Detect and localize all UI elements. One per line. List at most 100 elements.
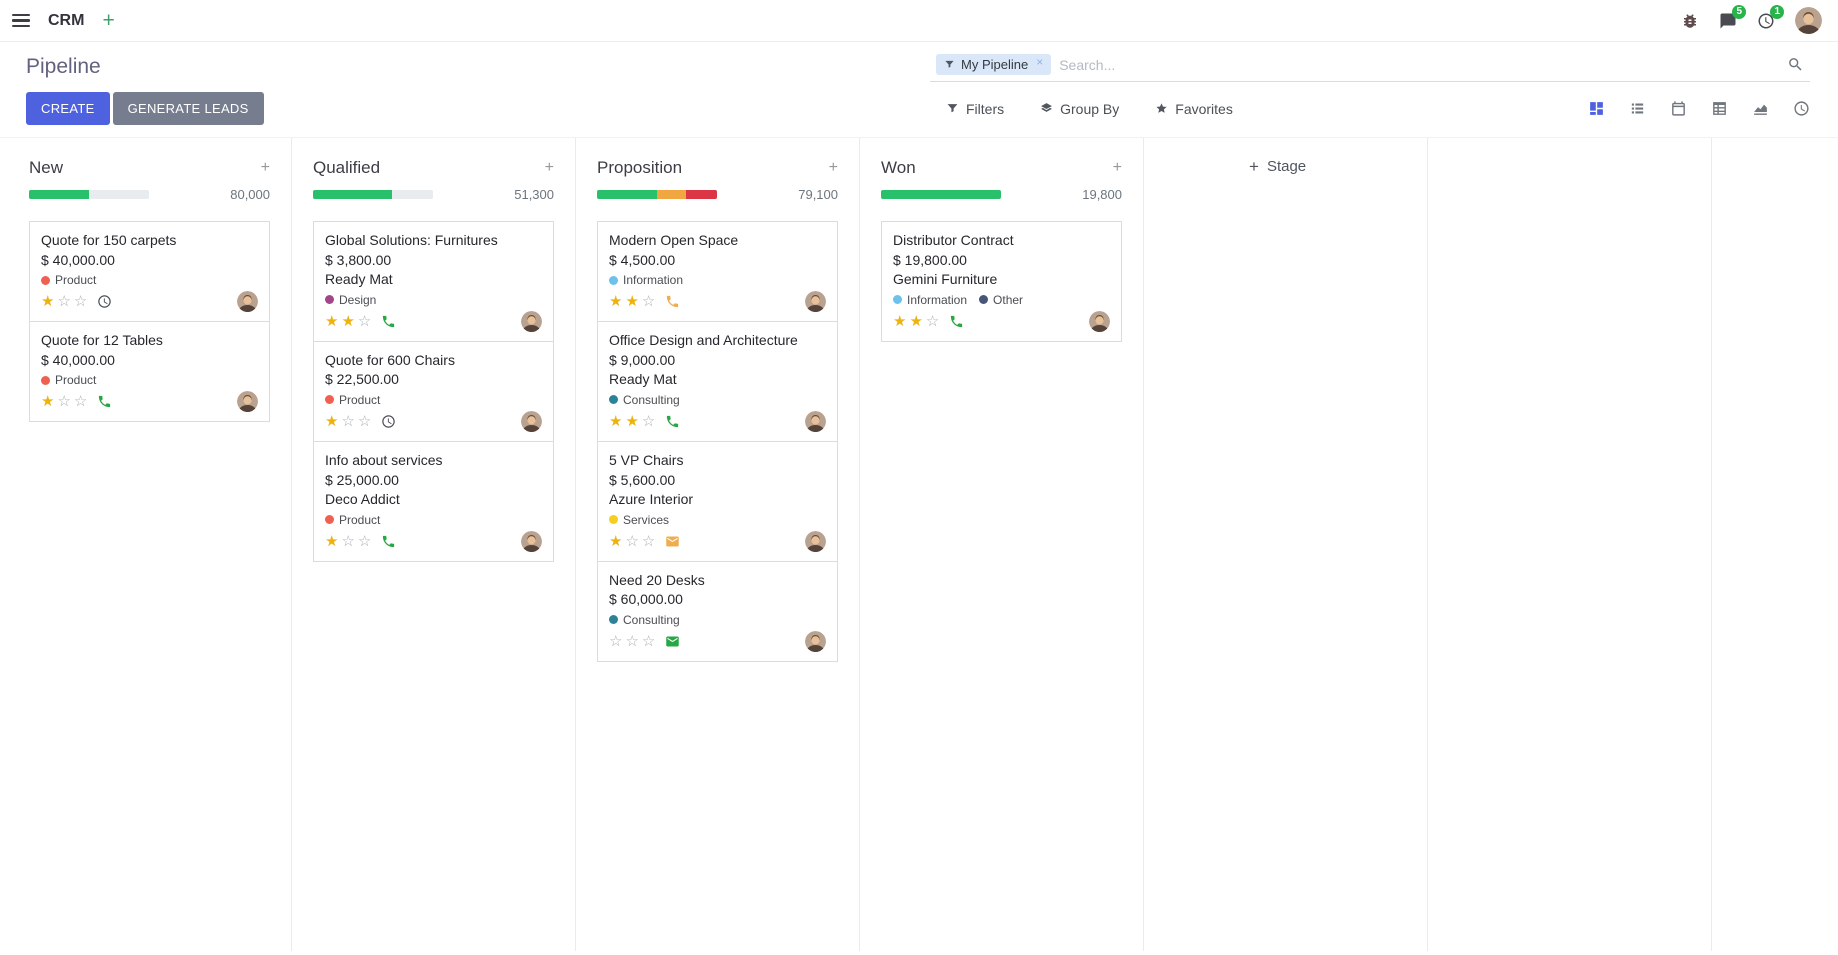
- priority-star-filled-icon[interactable]: ★: [325, 532, 339, 550]
- user-avatar[interactable]: [1795, 7, 1822, 34]
- priority-star-filled-icon[interactable]: ★: [325, 412, 339, 430]
- filter-funnel-icon: [945, 60, 954, 68]
- kanban-card[interactable]: 5 VP Chairs $ 5,600.00 Azure Interior Se…: [597, 440, 838, 562]
- priority-star-empty-icon[interactable]: ☆: [925, 312, 940, 330]
- column-quick-create-icon[interactable]: +: [260, 159, 270, 176]
- priority-star-filled-icon[interactable]: ★: [609, 293, 623, 311]
- action-buttons: CREATE GENERATE LEADS: [26, 92, 264, 125]
- priority-star-empty-icon[interactable]: ☆: [625, 632, 639, 650]
- column-progressbar[interactable]: [597, 190, 717, 199]
- priority-star-empty-icon[interactable]: ☆: [357, 412, 372, 430]
- debug-bug-icon[interactable]: [1681, 12, 1699, 30]
- group-by-menu[interactable]: Group By: [1040, 101, 1119, 117]
- priority-star-filled-icon[interactable]: ★: [909, 312, 923, 330]
- column-quick-create-icon[interactable]: +: [544, 159, 554, 176]
- favorites-menu[interactable]: Favorites: [1155, 101, 1233, 117]
- current-app-name[interactable]: CRM: [48, 11, 85, 29]
- priority-star-empty-icon[interactable]: ☆: [357, 312, 372, 330]
- kanban-card[interactable]: Quote for 600 Chairs $ 22,500.00 Product…: [313, 340, 554, 442]
- facet-remove-icon[interactable]: ×: [1036, 55, 1044, 69]
- add-stage-button[interactable]: + Stage: [1249, 157, 1307, 176]
- phone-activity-icon[interactable]: [381, 534, 396, 549]
- view-pivot-icon[interactable]: [1711, 100, 1728, 117]
- kanban-card[interactable]: Quote for 12 Tables $ 40,000.00 Product …: [29, 321, 270, 423]
- priority-stars[interactable]: ★ ★ ☆: [609, 294, 655, 309]
- filters-menu[interactable]: Filters: [946, 101, 1004, 117]
- phone-activity-icon[interactable]: [665, 414, 680, 429]
- progress-segment: [29, 190, 89, 199]
- navbar-plus-icon[interactable]: +: [102, 9, 115, 32]
- priority-star-empty-icon[interactable]: ☆: [357, 532, 372, 550]
- priority-star-empty-icon[interactable]: ☆: [625, 532, 639, 550]
- view-calendar-icon[interactable]: [1670, 100, 1687, 117]
- card-title: Info about services: [325, 451, 443, 468]
- phone-activity-icon[interactable]: [949, 314, 964, 329]
- create-button[interactable]: CREATE: [26, 92, 110, 125]
- search-facet[interactable]: My Pipeline ×: [936, 54, 1052, 75]
- kanban-card[interactable]: Quote for 150 carpets $ 40,000.00 Produc…: [29, 221, 270, 323]
- clock-activity-icon[interactable]: [97, 294, 112, 309]
- kanban-card[interactable]: Need 20 Desks $ 60,000.00 Consulting ☆ ☆ ☆: [597, 560, 838, 662]
- priority-star-empty-icon[interactable]: ☆: [73, 393, 88, 411]
- priority-star-filled-icon[interactable]: ★: [41, 393, 55, 411]
- view-kanban-icon[interactable]: [1588, 100, 1605, 117]
- priority-star-empty-icon[interactable]: ☆: [641, 532, 656, 550]
- priority-star-filled-icon[interactable]: ★: [609, 412, 623, 430]
- priority-stars[interactable]: ★ ★ ☆: [893, 314, 939, 329]
- phone-activity-icon[interactable]: [381, 314, 396, 329]
- priority-star-empty-icon[interactable]: ☆: [341, 532, 355, 550]
- tag-label: Consulting: [623, 612, 680, 627]
- kanban-card[interactable]: Modern Open Space $ 4,500.00 Information…: [597, 221, 838, 323]
- messages-icon[interactable]: 5: [1719, 4, 1746, 30]
- priority-star-empty-icon[interactable]: ☆: [57, 393, 71, 411]
- view-list-icon[interactable]: [1629, 100, 1646, 117]
- salesperson-avatar: [521, 530, 542, 552]
- priority-star-empty-icon[interactable]: ☆: [641, 293, 656, 311]
- priority-star-empty-icon[interactable]: ☆: [609, 632, 623, 650]
- search-input[interactable]: [1059, 56, 1779, 73]
- phone-activity-icon[interactable]: [665, 294, 680, 309]
- priority-star-empty-icon[interactable]: ☆: [341, 412, 355, 430]
- activities-clock-icon[interactable]: 1: [1757, 4, 1784, 30]
- view-activity-icon[interactable]: [1793, 100, 1810, 117]
- priority-star-filled-icon[interactable]: ★: [625, 412, 639, 430]
- card-footer: ★ ★ ☆: [609, 291, 826, 313]
- priority-star-empty-icon[interactable]: ☆: [73, 293, 88, 311]
- kanban-card[interactable]: Office Design and Architecture $ 9,000.0…: [597, 321, 838, 442]
- priority-stars[interactable]: ★ ☆ ☆: [41, 294, 87, 309]
- priority-star-filled-icon[interactable]: ★: [325, 312, 339, 330]
- kanban-card[interactable]: Distributor Contract $ 19,800.00 Gemini …: [881, 221, 1122, 342]
- kanban-card[interactable]: Info about services $ 25,000.00 Deco Add…: [313, 440, 554, 562]
- kanban-card[interactable]: Global Solutions: Furnitures $ 3,800.00 …: [313, 221, 554, 342]
- phone-activity-icon[interactable]: [97, 394, 112, 409]
- priority-stars[interactable]: ☆ ☆ ☆: [609, 634, 655, 649]
- priority-star-filled-icon[interactable]: ★: [341, 312, 355, 330]
- priority-stars[interactable]: ★ ☆ ☆: [325, 414, 371, 429]
- column-progressbar[interactable]: [881, 190, 1001, 199]
- clock-activity-icon[interactable]: [381, 414, 396, 429]
- view-graph-icon[interactable]: [1752, 100, 1769, 117]
- priority-star-filled-icon[interactable]: ★: [893, 312, 907, 330]
- generate-leads-button[interactable]: GENERATE LEADS: [112, 92, 264, 125]
- column-progressbar[interactable]: [313, 190, 433, 199]
- envelope-activity-icon[interactable]: [665, 634, 680, 649]
- column-total: 19,800: [1082, 187, 1122, 202]
- priority-star-filled-icon[interactable]: ★: [41, 293, 55, 311]
- priority-star-filled-icon[interactable]: ★: [625, 293, 639, 311]
- apps-menu-icon[interactable]: [12, 13, 30, 28]
- search-magnifier-icon[interactable]: [1787, 56, 1804, 73]
- column-quick-create-icon[interactable]: +: [828, 159, 838, 176]
- priority-stars[interactable]: ★ ★ ☆: [609, 414, 655, 429]
- priority-stars[interactable]: ★ ☆ ☆: [325, 534, 371, 549]
- envelope-activity-icon[interactable]: [665, 534, 680, 549]
- priority-stars[interactable]: ★ ☆ ☆: [41, 394, 87, 409]
- priority-stars[interactable]: ★ ★ ☆: [325, 314, 371, 329]
- priority-star-empty-icon[interactable]: ☆: [641, 412, 656, 430]
- card-title: Modern Open Space: [609, 232, 739, 248]
- priority-star-empty-icon[interactable]: ☆: [57, 293, 71, 311]
- column-progressbar[interactable]: [29, 190, 149, 199]
- priority-star-filled-icon[interactable]: ★: [609, 532, 623, 550]
- priority-stars[interactable]: ★ ☆ ☆: [609, 534, 655, 549]
- column-quick-create-icon[interactable]: +: [1112, 159, 1122, 176]
- priority-star-empty-icon[interactable]: ☆: [641, 632, 656, 650]
